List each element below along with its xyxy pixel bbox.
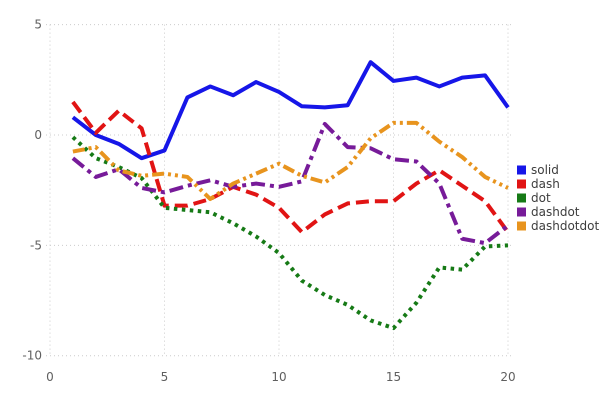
x-tick-label: 15 (386, 370, 401, 384)
x-tick-label: 5 (161, 370, 169, 384)
legend-label-dashdot: dashdot (531, 205, 580, 219)
x-tick-label: 10 (271, 370, 286, 384)
legend-label-dot: dot (531, 191, 551, 205)
legend-swatch-dashdotdot (517, 221, 526, 231)
legend-label-dash: dash (531, 177, 560, 191)
y-tick-label: -10 (22, 349, 42, 363)
y-tick-label: -5 (30, 238, 42, 252)
x-tick-label: 0 (46, 370, 54, 384)
series-dashdotdot-line (72, 120, 509, 202)
legend-swatch-dot (517, 193, 526, 203)
series-solid-line (71, 60, 510, 161)
series-dashdot-line (71, 121, 510, 246)
series-dash-line (71, 100, 510, 235)
series-dot-line (71, 135, 509, 331)
legend-label-dashdotdot: dashdotdot (531, 219, 599, 233)
legend-swatch-dash (517, 179, 526, 189)
legend-label-solid: solid (531, 163, 559, 177)
legend-swatch-solid (517, 165, 526, 175)
y-tick-label: 5 (34, 18, 42, 32)
x-tick-label: 20 (500, 370, 515, 384)
legend-swatch-dashdot (517, 207, 526, 217)
y-tick-label: 0 (34, 128, 42, 142)
